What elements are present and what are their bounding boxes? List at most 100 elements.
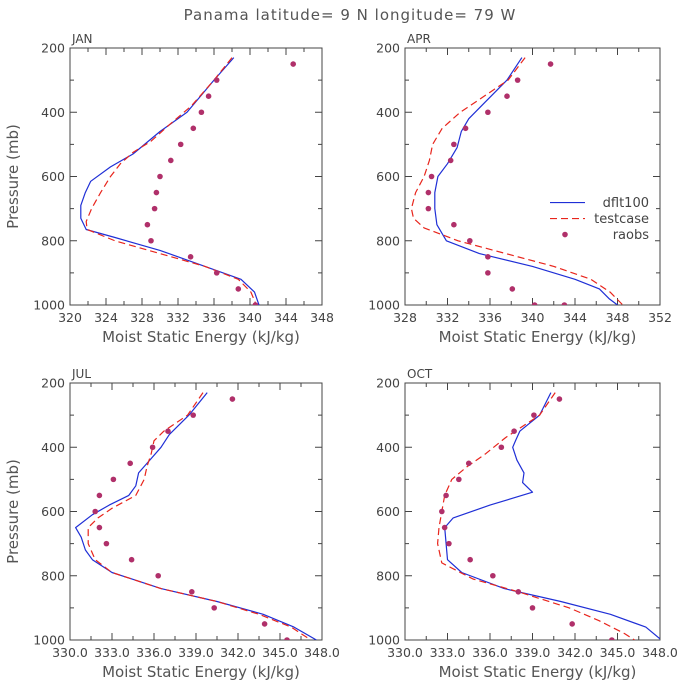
panel-jan: JAN 320 324 328 332 336 340 344 348 200 400 600 800 1… <box>4 32 334 346</box>
y-axis-label: Pressure (mb) <box>4 124 22 229</box>
y-tick-label: 600 <box>41 504 65 519</box>
raob-point <box>144 221 151 228</box>
raob-point <box>467 237 473 244</box>
x-tick-label: 332 <box>166 310 190 325</box>
x-tick-label: 324 <box>94 310 118 325</box>
x-tick-label: 330.0 <box>387 645 423 660</box>
x-tick-label: 342.0 <box>220 645 256 660</box>
panel-oct: OCT 330.0 333.0 336.0 339.0 342.0 345.0 348.0 20… <box>368 367 678 681</box>
raob-point <box>556 396 563 402</box>
y-tick-label: 400 <box>41 440 65 455</box>
y-tick-label: 1000 <box>368 298 400 313</box>
raob-point <box>261 621 268 627</box>
y-axis-label: Pressure (mb) <box>4 459 22 564</box>
series-line-dflt100 <box>444 392 660 640</box>
raob-point <box>153 189 160 196</box>
raob-point <box>465 460 472 467</box>
x-axis-label: Moist Static Energy (kJ/kg) <box>102 328 300 346</box>
data-area <box>74 392 317 640</box>
raob-point <box>490 572 496 579</box>
raob-point <box>187 254 194 260</box>
x-tick-label: 330.0 <box>52 645 88 660</box>
raob-point <box>485 270 491 276</box>
x-tick-label: 348 <box>606 310 630 325</box>
raob-point <box>148 237 154 244</box>
raob-point <box>235 286 242 292</box>
y-tick-label: 600 <box>41 169 65 184</box>
y-tick-label: 200 <box>41 41 65 56</box>
y-tick-label: 200 <box>376 376 400 391</box>
panel-jul: JUL 330.0 333.0 336.0 339.0 342.0 345.0 348.0 20… <box>4 367 340 681</box>
raob-point <box>529 605 536 611</box>
raob-point <box>92 508 98 515</box>
raob-point <box>467 556 473 563</box>
raob-point <box>127 460 133 467</box>
x-tick-label: 344 <box>563 310 587 325</box>
raob-point <box>531 302 538 305</box>
raob-point <box>561 302 568 305</box>
raob-point <box>110 476 117 483</box>
x-axis-label: Moist Static Energy (kJ/kg) <box>439 328 637 346</box>
raob-point <box>205 93 212 99</box>
x-tick-label: 328 <box>130 310 154 325</box>
raob-point <box>462 125 469 132</box>
x-tick-label: 333.0 <box>94 645 130 660</box>
raob-point <box>425 189 432 196</box>
x-tick-label: 340 <box>521 310 545 325</box>
x-tick-label: 328 <box>393 310 417 325</box>
raob-point <box>189 589 195 595</box>
panel-apr: APR 328 332 336 340 344 348 352 200 400 600 800 1000… <box>368 32 672 346</box>
raob-point <box>229 396 236 402</box>
series-line-testcase <box>437 392 635 640</box>
data-area <box>437 392 660 640</box>
y-tick-label: 800 <box>41 568 65 583</box>
raob-point <box>439 508 445 515</box>
raob-point <box>151 205 158 212</box>
x-tick-label: 344 <box>274 310 298 325</box>
raob-point <box>485 254 491 260</box>
x-tick-label: 336 <box>478 310 502 325</box>
x-tick-label: 336.0 <box>472 645 508 660</box>
data-area <box>80 57 297 305</box>
x-axis-label: Moist Static Energy (kJ/kg) <box>102 663 300 681</box>
x-tick-label: 348.0 <box>304 645 340 660</box>
legend-label-testcase: testcase <box>594 212 649 227</box>
x-tick-label: 345.0 <box>262 645 298 660</box>
raob-point <box>443 492 449 499</box>
raob-point <box>498 444 505 451</box>
figure-title: Panama latitude= 9 N longitude= 79 W <box>184 6 517 24</box>
legend-marker-raobs <box>562 231 568 238</box>
raob-point <box>511 428 517 434</box>
raob-point <box>149 444 156 451</box>
series-line-testcase <box>410 57 624 305</box>
raob-point <box>157 173 163 180</box>
panel-label-jan: JAN <box>71 32 93 46</box>
x-tick-label: 345.0 <box>600 645 636 660</box>
y-tick-label: 200 <box>376 41 400 56</box>
x-tick-label: 348.0 <box>642 645 678 660</box>
x-tick-label: 336.0 <box>136 645 172 660</box>
raob-point <box>128 556 135 563</box>
panels: JAN 320 324 328 332 336 340 344 348 200 400 600 800 1… <box>4 32 678 681</box>
legend-label-raobs: raobs <box>613 228 650 243</box>
panel-label-oct: OCT <box>407 367 433 381</box>
raob-point <box>504 93 510 99</box>
raob-point <box>190 125 197 132</box>
series-line-dflt100 <box>74 392 317 640</box>
x-tick-label: 352 <box>648 310 672 325</box>
x-tick-label: 339.0 <box>515 645 551 660</box>
raob-point <box>451 141 457 148</box>
raob-point <box>155 572 161 579</box>
panel-label-apr: APR <box>407 32 431 46</box>
raob-point <box>428 173 435 180</box>
y-tick-label: 800 <box>376 568 400 583</box>
y-tick-label: 200 <box>41 376 65 391</box>
raob-point <box>198 109 205 116</box>
raob-point <box>213 77 220 83</box>
raob-point <box>531 412 537 418</box>
raob-point <box>447 157 454 164</box>
raob-point <box>509 286 516 292</box>
raob-point <box>456 476 462 483</box>
raob-point <box>284 637 290 640</box>
